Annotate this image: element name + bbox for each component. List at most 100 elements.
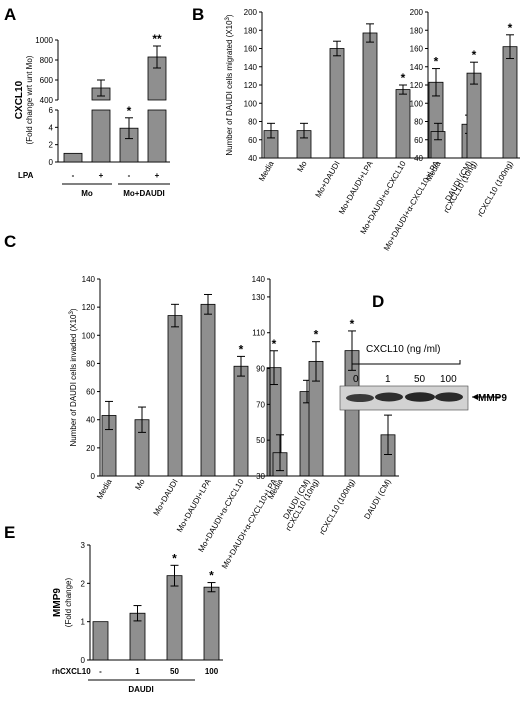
C1-bar: [200, 303, 216, 477]
C2-category-label: DAUDI (CM): [362, 477, 392, 521]
panel-letter-e: E: [4, 523, 15, 542]
A-ytick-label: 0: [49, 158, 54, 167]
C2-ytick-label: 70: [256, 400, 265, 409]
B2-significance-star: *: [472, 48, 477, 62]
C1-y-axis-title-sup: 3: [69, 310, 75, 314]
A-group-label: Mo: [81, 189, 93, 198]
B1-bar: [395, 89, 411, 159]
C1-ytick-label: 60: [86, 388, 95, 397]
E-ytick-label: 0: [81, 656, 86, 665]
B2-ytick-label: 100: [410, 99, 424, 108]
C2-ytick-label: 110: [252, 329, 265, 338]
A-y-axis-title: CXCL10: [14, 80, 25, 119]
B1-ytick-label: 40: [248, 154, 257, 163]
blot-band-1: [375, 392, 403, 402]
A-ytick-label: 6: [49, 106, 54, 115]
C1-significance-star: *: [239, 342, 244, 356]
E-category-label: -: [99, 667, 102, 676]
B2-ytick-label: 180: [410, 26, 424, 35]
E-ytick-label: 1: [81, 618, 86, 627]
A-bar-lower: [91, 109, 111, 163]
panel-letter-c: C: [4, 232, 16, 251]
A-category-label: +: [155, 171, 160, 180]
E-category-label: 1: [135, 667, 140, 676]
A-group-label: Mo+DAUDI: [123, 189, 165, 198]
E-ytick-label: 3: [81, 541, 86, 550]
C2-ytick-label: 130: [252, 293, 266, 302]
blot-band-0: [346, 394, 374, 402]
blot-arrowhead: [472, 394, 478, 400]
B1-y-axis-title-sup: 3: [225, 16, 231, 20]
blot-lane-2: 50: [414, 374, 426, 385]
B1-ytick-label: 120: [244, 81, 258, 90]
E-ytick-label: 2: [81, 579, 86, 588]
chart-panel-e: 0 1 2 3 - 1 * 50 * 100 MMP9 (Fold change) rhCXCL10 DA…: [52, 541, 223, 694]
C1-ytick-label: 120: [82, 303, 96, 312]
A-significance-star: *: [127, 104, 132, 118]
A-ytick-label: 400: [40, 96, 54, 105]
E-category-label: 50: [170, 667, 179, 676]
E-y-axis-subtitle: (Fold change): [64, 577, 73, 627]
C1-category-label: Mo+DAUDI: [152, 478, 180, 518]
chart-panel-b-left: 40 60 80 100 120 140 160 180 200 Media Mo Mo+DAUDIM…: [225, 8, 480, 252]
A-ytick-label: 2: [49, 141, 54, 150]
C1-ytick-label: 80: [86, 359, 95, 368]
C1-category-label: Mo: [133, 477, 147, 492]
B2-ytick-label: 140: [410, 63, 424, 72]
E-bar: [92, 621, 109, 661]
B2-bar: [466, 72, 482, 159]
E-significance-star: *: [209, 569, 214, 583]
A-ytick-label: 800: [40, 56, 54, 65]
E-bar: [203, 586, 220, 661]
B2-ytick-label: 200: [410, 8, 424, 17]
C1-ytick-label: 140: [82, 275, 96, 284]
B1-category-label: Mo: [295, 159, 309, 174]
B1-y-axis-title: Number of DAUDI cells migrated (X103): [225, 14, 234, 156]
B1-category-label: Mo+DAUDI+LPA: [337, 159, 375, 216]
B1-category-label: Media: [257, 159, 276, 183]
B1-ytick-label: 180: [244, 26, 258, 35]
blot-lane-3: 100: [440, 374, 457, 385]
A-row-label: LPA: [18, 171, 34, 180]
B1-ytick-label: 100: [244, 99, 258, 108]
B1-bar: [329, 48, 345, 159]
B2-significance-star: *: [508, 21, 513, 35]
E-bar: [166, 575, 183, 661]
C2-significance-star: *: [350, 317, 355, 331]
C1-category-label: Mo+DAUDI+LPA: [175, 477, 213, 534]
B1-y-axis-title-close: ): [225, 14, 234, 17]
C1-y-axis-title-close: ): [69, 308, 78, 311]
C1-bar: [167, 315, 183, 477]
C2-ytick-label: 50: [256, 436, 265, 445]
B1-ytick-label: 160: [244, 45, 258, 54]
C2-ytick-label: 30: [256, 472, 265, 481]
B1-ytick-label: 60: [248, 136, 257, 145]
C1-category-label: Media: [95, 477, 114, 501]
C1-ytick-label: 20: [86, 444, 95, 453]
panel-letter-d: D: [372, 292, 384, 311]
blot-bracket: [351, 360, 461, 365]
blot-band-2: [405, 392, 435, 402]
panel-letter-a: A: [4, 5, 16, 24]
B1-category-label: Mo+DAUDI: [314, 160, 342, 200]
blot-lane-0: 0: [353, 374, 359, 385]
chart-panel-c-left: 0 20 40 60 80 100 120 140 Media Mo Mo+DAUDIMo+DAUD…: [69, 275, 318, 570]
B1-significance-star: *: [401, 71, 406, 85]
western-blot-panel: CXCL10 (ng /ml) 0 1 50 100 MMP9: [339, 344, 507, 411]
B1-bar: [362, 32, 378, 159]
C1-ytick-label: 40: [86, 416, 95, 425]
panel-letter-b: B: [192, 5, 204, 24]
B2-ytick-label: 60: [414, 136, 423, 145]
blot-band-label: MMP9: [478, 393, 507, 404]
B2-ytick-label: 40: [414, 154, 423, 163]
B1-significance-star: *: [434, 55, 439, 69]
A-category-label: -: [72, 171, 75, 180]
A-significance-star: **: [152, 32, 162, 46]
E-y-axis-title: MMP9: [52, 588, 63, 617]
blot-band-3: [435, 392, 463, 402]
B2-ytick-label: 120: [410, 81, 424, 90]
B2-bar: [502, 46, 518, 159]
E-category-label: 100: [205, 667, 219, 676]
